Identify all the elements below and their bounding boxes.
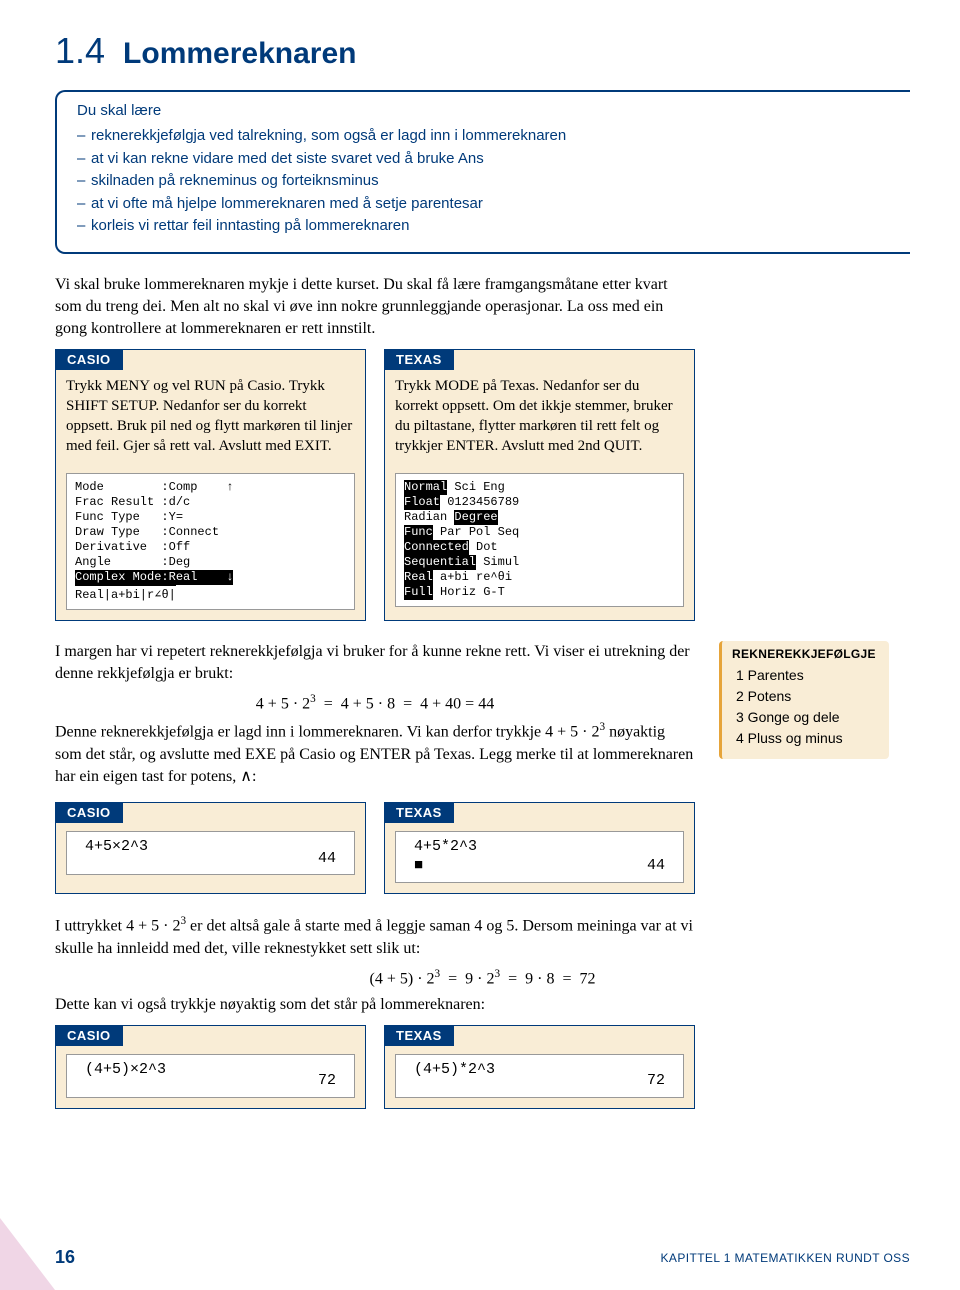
result: 72 <box>318 1072 336 1091</box>
result: 44 <box>318 850 336 869</box>
texas-tab: TEXAS <box>384 349 454 370</box>
casio-tab: CASIO <box>55 802 123 823</box>
sidebar-box: REKNEREKKJEFØLGJE 1 Parentes 2 Potens 3 … <box>719 641 889 759</box>
texas-box: TEXAS Trykk MODE på Texas. Nedanfor ser … <box>384 349 695 621</box>
section-heading: 1.4 Lommereknaren <box>55 30 910 72</box>
texas-tab: TEXAS <box>384 1025 454 1046</box>
equation: (4 + 5) · 23 = 9 · 23 = 9 · 8 = 72 <box>55 968 910 988</box>
intro-lead: Du skal lære <box>77 102 890 119</box>
heading-number: 1.4 <box>55 30 105 72</box>
intro-item: reknerekkjefølgja ved talrekning, som og… <box>77 125 890 148</box>
heading-title: Lommereknaren <box>123 37 356 71</box>
sidebar-item: 2 Potens <box>732 686 879 707</box>
result: 72 <box>647 1072 665 1091</box>
sidebar-item: 3 Gonge og dele <box>732 707 879 728</box>
page-number: 16 <box>55 1247 75 1268</box>
texas-screen: 4+5*2^3 ■ 44 <box>395 831 684 883</box>
intro-item: at vi kan rekne vidare med det siste sva… <box>77 148 890 171</box>
paragraph: I margen har vi repetert reknerekkjefølg… <box>55 641 695 686</box>
casio-box: CASIO Trykk MENY og vel RUN på Casio. Tr… <box>55 349 366 621</box>
corner-triangle-icon <box>0 1218 55 1290</box>
casio-screen: (4+5)×2^3 72 <box>66 1054 355 1098</box>
casio-screen: Mode :Comp ↑ Frac Result :d/c Func Type … <box>66 473 355 610</box>
paragraph: Vi skal bruke lommereknaren mykje i dett… <box>55 274 695 341</box>
intro-item: at vi ofte må hjelpe lommereknaren med å… <box>77 193 890 216</box>
calculator-row-1: CASIO Trykk MENY og vel RUN på Casio. Tr… <box>55 349 695 621</box>
intro-box: Du skal lære reknerekkjefølgja ved talre… <box>55 90 910 254</box>
calculator-row-3: CASIO (4+5)×2^3 72 TEXAS (4+5)*2^3 72 <box>55 1025 695 1109</box>
sidebar-item: 4 Pluss og minus <box>732 728 879 749</box>
casio-box: CASIO (4+5)×2^3 72 <box>55 1025 366 1109</box>
page-footer: 16 KAPITTEL 1 MATEMATIKKEN RUNDT OSS <box>55 1247 910 1268</box>
paragraph: Denne reknerekkjefølgja er lagd inn i lo… <box>55 720 695 789</box>
expression: 4+5×2^3 <box>85 838 148 857</box>
paragraph: I uttrykket 4 + 5 · 23 er det altså gale… <box>55 914 695 960</box>
casio-screen: 4+5×2^3 44 <box>66 831 355 875</box>
texas-box: TEXAS 4+5*2^3 ■ 44 <box>384 802 695 894</box>
result: 44 <box>647 857 665 876</box>
calculator-row-2: CASIO 4+5×2^3 44 TEXAS 4+5*2^3 ■ 44 <box>55 802 695 894</box>
casio-tab: CASIO <box>55 349 123 370</box>
main-row: I margen har vi repetert reknerekkjefølg… <box>55 641 910 797</box>
cursor-icon: ■ <box>414 857 423 876</box>
casio-box: CASIO 4+5×2^3 44 <box>55 802 366 894</box>
sidebar-title: REKNEREKKJEFØLGJE <box>732 647 879 661</box>
expression: (4+5)×2^3 <box>85 1061 166 1080</box>
casio-tab: CASIO <box>55 1025 123 1046</box>
paragraph: Dette kan vi også trykkje nøyaktig som d… <box>55 994 695 1016</box>
expression: 4+5*2^3 <box>414 838 477 857</box>
expression: (4+5)*2^3 <box>414 1061 495 1080</box>
sidebar-item: 1 Parentes <box>732 665 879 686</box>
intro-item: korleis vi rettar feil inntasting på lom… <box>77 215 890 238</box>
chapter-label: KAPITTEL 1 MATEMATIKKEN RUNDT OSS <box>661 1251 910 1265</box>
texas-box: TEXAS (4+5)*2^3 72 <box>384 1025 695 1109</box>
main-column: I margen har vi repetert reknerekkjefølg… <box>55 641 695 797</box>
intro-item: skilnaden på rekneminus og forteiknsminu… <box>77 170 890 193</box>
texas-screen: (4+5)*2^3 72 <box>395 1054 684 1098</box>
intro-list: reknerekkjefølgja ved talrekning, som og… <box>77 125 890 238</box>
texas-tab: TEXAS <box>384 802 454 823</box>
texas-screen: Normal Sci Eng Float 0123456789 Radian D… <box>395 473 684 607</box>
equation: 4 + 5 · 23 = 4 + 5 · 8 = 4 + 40 = 44 <box>55 693 695 713</box>
